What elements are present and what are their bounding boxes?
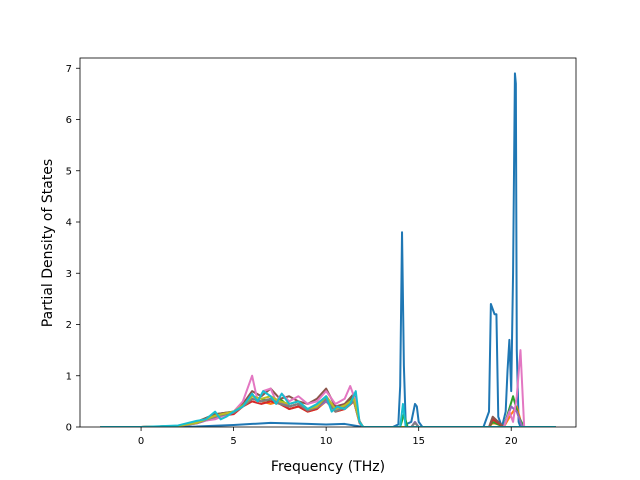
y-tick-label: 7 [66, 64, 72, 75]
x-tick-label: 20 [505, 436, 518, 447]
x-tick-label: 15 [412, 436, 425, 447]
plot-frame [79, 57, 577, 428]
x-tick-label: 10 [320, 436, 333, 447]
x-axis-ticks: 0 5 10 15 20 [138, 427, 518, 447]
y-tick-label: 5 [66, 166, 72, 177]
y-tick-label: 6 [66, 115, 72, 126]
y-axis-ticks: 0 1 2 3 4 5 6 7 [66, 64, 80, 434]
series-layer [100, 72, 556, 427]
x-tick-label: 5 [230, 436, 236, 447]
y-tick-label: 4 [66, 218, 72, 229]
y-axis-label: Partial Density of States [40, 159, 56, 327]
y-tick-label: 3 [66, 269, 72, 280]
series-line-6 [100, 387, 556, 427]
y-tick-label: 0 [66, 423, 72, 434]
series-line-1 [100, 72, 556, 427]
series-line-10 [100, 390, 556, 427]
x-axis-label: Frequency (THz) [271, 459, 385, 475]
y-tick-label: 2 [66, 320, 72, 331]
x-tick-label: 0 [138, 436, 144, 447]
y-tick-label: 1 [66, 371, 72, 382]
